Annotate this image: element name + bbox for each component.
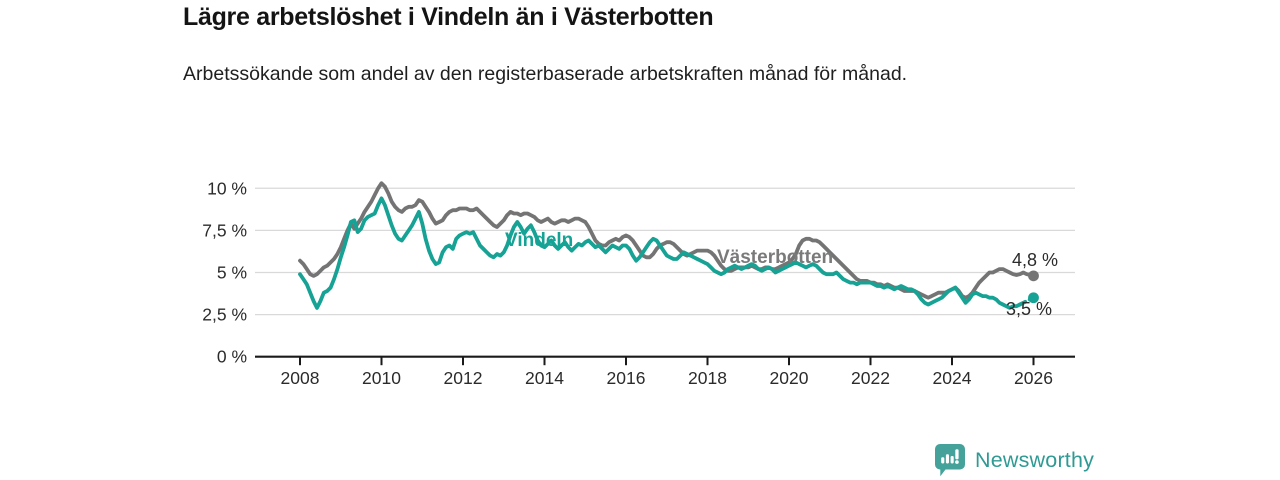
series-v-sterbotten: Västerbotten 4,8 % [298,181,1058,300]
series-label-v-sterbotten: Västerbotten [717,247,833,268]
y-tick-label: 0 % [217,347,247,367]
end-dot-v-sterbotten [1028,270,1039,282]
series-line-vindeln [298,196,1022,310]
chart-title: Lägre arbetslöshet i Vindeln än i Väster… [183,3,714,31]
end-dot-vindeln [1028,292,1039,304]
x-tick-label: 2022 [851,368,890,388]
series-line-v-sterbotten [298,181,1036,300]
newsworthy-logo-text: Newsworthy [975,448,1095,472]
newsworthy-logo-icon [934,443,966,478]
y-tick-label: 5 % [217,262,247,282]
x-tick-label: 2012 [444,368,483,388]
x-tick-label: 2010 [362,368,401,388]
chart-subtitle: Arbetssökande som andel av den registerb… [183,63,908,85]
x-tick-label: 2026 [1014,368,1053,388]
x-tick-label: 2014 [525,368,564,388]
end-value-label-v-sterbotten: 4,8 % [1012,250,1058,270]
y-tick-label: 2,5 % [202,305,247,325]
y-tick-label: 7,5 % [202,220,247,240]
x-axis: 2008 2010 2012 2014 2016 2018 2020 2022 2024 2026 [281,356,1053,388]
series-vindeln: Vindeln 3,5 % [298,196,1052,319]
newsworthy-logo[interactable]: Newsworthy [934,443,1094,478]
y-tick-label: 10 % [207,178,247,198]
series-label-vindeln: Vindeln [505,230,573,251]
x-tick-label: 2024 [933,368,972,388]
x-tick-label: 2018 [688,368,727,388]
y-axis: 0 % 2,5 % 5 % 7,5 % 10 % [202,178,1075,367]
end-value-label-vindeln: 3,5 % [1006,299,1052,319]
x-tick-label: 2020 [770,368,809,388]
x-tick-label: 2016 [607,368,646,388]
x-tick-label: 2008 [281,368,320,388]
